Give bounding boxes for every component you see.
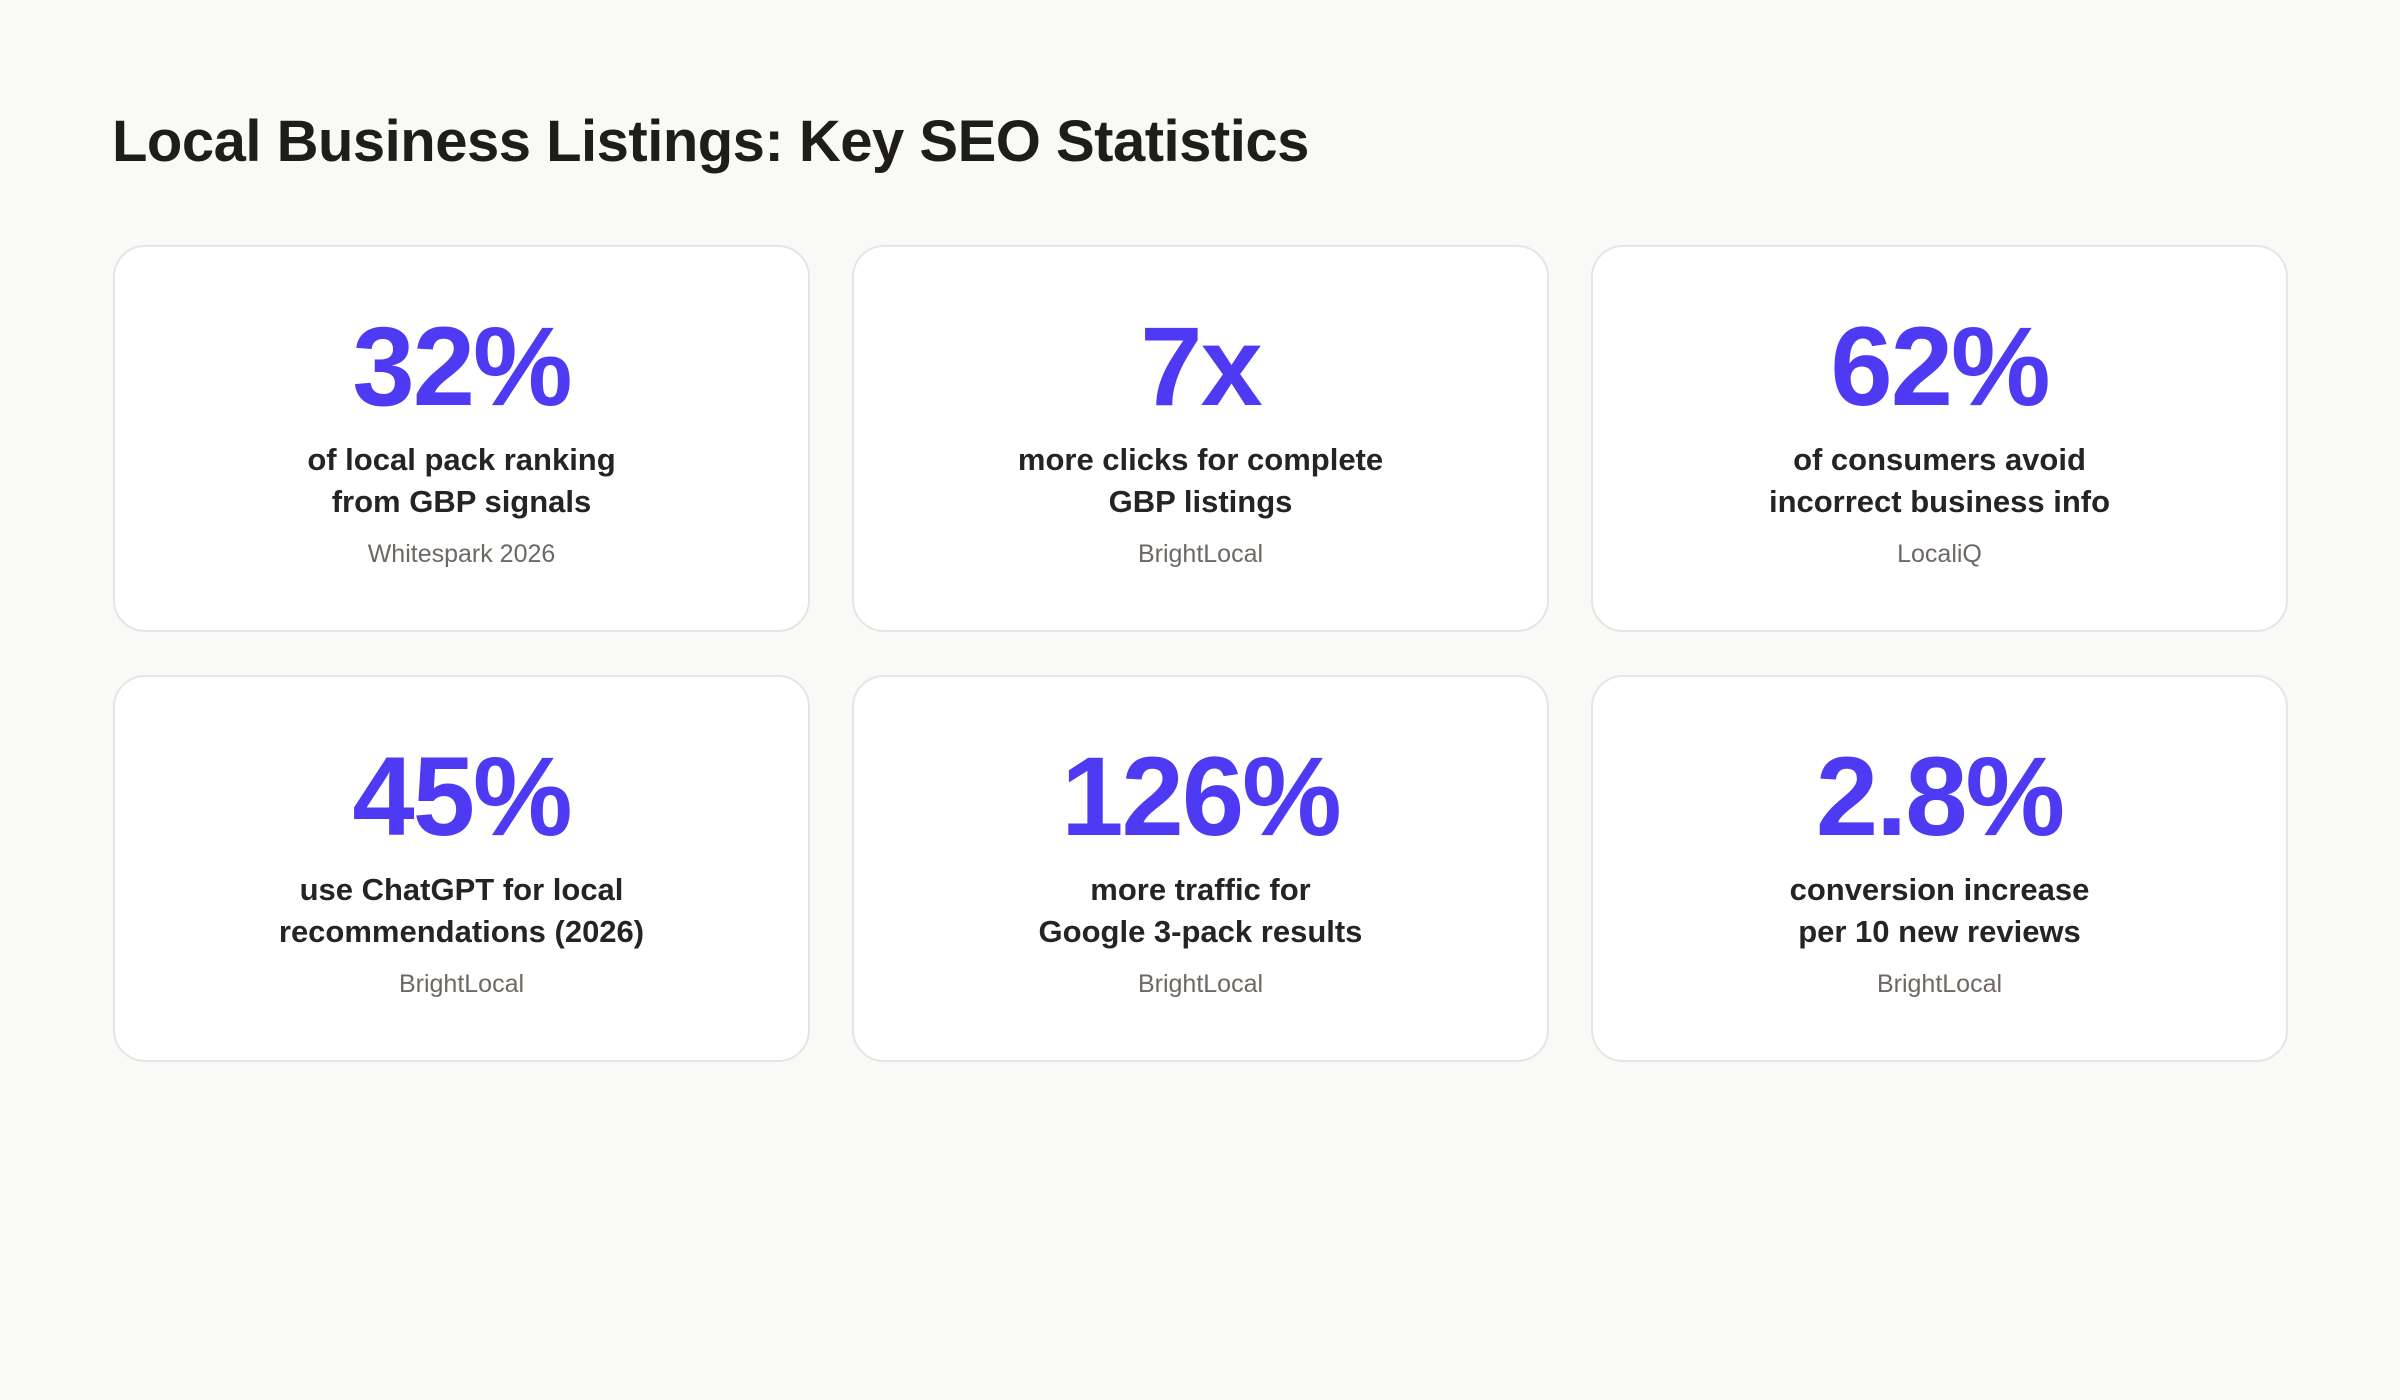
stat-card: 7x more clicks for complete GBP listings … <box>852 245 1549 632</box>
stat-source: Whitespark 2026 <box>367 540 556 568</box>
stat-card: 126% more traffic for Google 3-pack resul… <box>852 675 1549 1062</box>
stat-value: 62% <box>1830 304 2050 429</box>
stat-value: 45% <box>352 734 572 859</box>
stat-description: of local pack ranking from GBP signals <box>115 439 808 523</box>
stat-description-line: use ChatGPT for local <box>299 872 624 907</box>
stat-card: 62% of consumers avoid incorrect business… <box>1591 245 2288 632</box>
stat-card: 45% use ChatGPT for local recommendations… <box>113 675 810 1062</box>
stats-grid: 32% of local pack ranking from GBP signal… <box>113 245 2288 1062</box>
stat-description: of consumers avoid incorrect business inf… <box>1593 439 2286 523</box>
stat-description-line: more traffic for <box>1090 872 1311 907</box>
stat-description-line: recommendations (2026) <box>278 914 645 949</box>
stat-value: 2.8% <box>1815 734 2065 859</box>
stat-description-line: of local pack ranking <box>307 442 616 477</box>
stat-description: more traffic for Google 3-pack results <box>854 869 1547 953</box>
stat-description-line: Google 3-pack results <box>1038 914 1363 949</box>
stat-value: 32% <box>352 304 572 429</box>
stat-value: 126% <box>1061 734 1341 859</box>
stat-source: BrightLocal <box>398 970 525 998</box>
stat-description-line: per 10 new reviews <box>1798 914 2081 949</box>
stat-description-line: GBP listings <box>1108 484 1293 519</box>
stat-card: 32% of local pack ranking from GBP signal… <box>113 245 810 632</box>
stat-source: BrightLocal <box>1876 970 2003 998</box>
stat-source: LocaliQ <box>1897 540 1982 568</box>
stat-source: BrightLocal <box>1137 970 1264 998</box>
stat-card: 2.8% conversion increase per 10 new revie… <box>1591 675 2288 1062</box>
stat-source: BrightLocal <box>1137 540 1264 568</box>
page-title: Local Business Listings: Key SEO Statist… <box>112 109 1309 174</box>
stat-description: use ChatGPT for local recommendations (20… <box>115 869 808 953</box>
stat-value: 7x <box>1140 304 1263 429</box>
stat-description-line: of consumers avoid <box>1793 442 2086 477</box>
stat-description: more clicks for complete GBP listings <box>854 439 1547 523</box>
stat-description-line: conversion increase <box>1789 872 2090 907</box>
stat-description: conversion increase per 10 new reviews <box>1593 869 2286 953</box>
stat-description-line: more clicks for complete <box>1017 442 1384 477</box>
stat-description-line: incorrect business info <box>1768 484 2111 519</box>
stat-description-line: from GBP signals <box>331 484 592 519</box>
